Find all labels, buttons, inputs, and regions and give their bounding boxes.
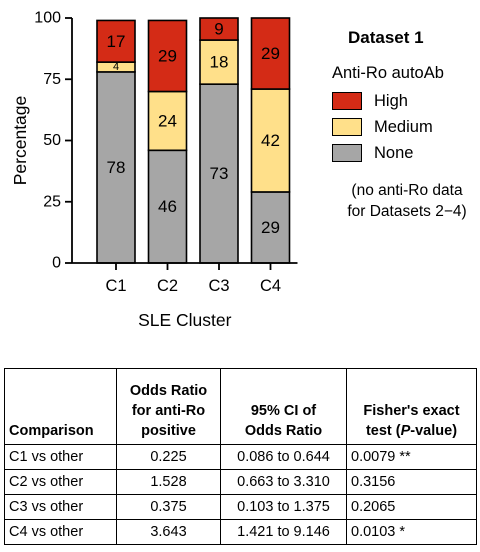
bar-high-c1 — [96, 19, 136, 63]
data-label: 78 — [107, 158, 126, 177]
data-label: 18 — [210, 53, 229, 72]
cell-p-value: 0.3156 — [346, 469, 477, 495]
cell-p-value: 0.0103 * — [346, 519, 477, 545]
y-axis-label: Percentage — [10, 96, 30, 186]
bar-medium-c2 — [147, 90, 188, 152]
legend-label-medium: Medium — [374, 117, 433, 136]
bar-none-c1 — [96, 71, 136, 264]
data-label: 46 — [158, 197, 177, 216]
data-label: 9 — [214, 20, 223, 39]
legend-title: Anti-Ro autoAb — [332, 64, 444, 82]
data-label: 73 — [210, 164, 229, 183]
cell-p-value: 0.0079 ** — [346, 444, 477, 470]
x-tick-label: C4 — [260, 277, 281, 295]
data-label: 24 — [158, 111, 177, 130]
cell-p-value: 0.2065 — [346, 494, 477, 520]
y-tick-label: 75 — [43, 71, 61, 88]
header-ci: 95% CI of Odds Ratio — [220, 368, 347, 445]
bar-medium-c3 — [199, 39, 239, 85]
table-row: C1 vs other 0.225 0.086 to 0.644 0.0079 … — [4, 444, 477, 470]
header-fisher: Fisher's exact test (P-value) — [346, 368, 477, 445]
legend-label-high: High — [374, 91, 408, 110]
table-row: C3 vs other 0.375 0.103 to 1.375 0.2065 — [4, 494, 477, 520]
x-tick-label: C1 — [105, 277, 126, 295]
data-label: 29 — [261, 218, 280, 237]
x-tick-label: C2 — [157, 277, 178, 295]
cell-ci: 0.103 to 1.375 — [220, 494, 347, 520]
data-label: 29 — [261, 44, 280, 63]
bar-medium-c4 — [250, 88, 291, 193]
header-comparison: Comparison — [4, 368, 117, 445]
bar-high-c2 — [147, 19, 188, 93]
legend-swatch-medium — [332, 118, 362, 136]
cell-comparison: C2 vs other — [4, 469, 117, 495]
data-label: 42 — [261, 131, 280, 150]
header-odds-ratio: Odds Ratio for anti-Ro positive — [116, 368, 221, 445]
legend-item-medium: Medium — [332, 116, 433, 138]
data-label: 4 — [113, 61, 119, 73]
table-header-row: Comparison Odds Ratio for anti-Ro positive… — [4, 368, 477, 445]
y-tick-label: 50 — [43, 132, 61, 149]
chart-note: (no anti-Ro data for Datasets 2−4) — [347, 182, 467, 220]
y-tick-label: 0 — [52, 255, 61, 272]
cell-ci: 1.421 to 9.146 — [220, 519, 347, 545]
legend-item-high: High — [332, 90, 408, 112]
bar-high-c3 — [199, 17, 239, 41]
legend-item-none: None — [332, 142, 413, 164]
x-tick-label: C3 — [208, 277, 229, 295]
table-row: C4 vs other 3.643 1.421 to 9.146 0.0103 … — [4, 519, 477, 545]
bar-high-c4 — [250, 17, 291, 90]
odds-ratio-table: Comparison Odds Ratio for anti-Ro positive… — [4, 368, 477, 545]
cell-odds-ratio: 0.225 — [116, 444, 221, 470]
bar-none-c2 — [147, 149, 188, 264]
y-tick-label: 25 — [43, 193, 61, 210]
cell-comparison: C3 vs other — [4, 494, 117, 520]
cell-ci: 0.663 to 3.310 — [220, 469, 347, 495]
x-axis-label: SLE Cluster — [138, 310, 232, 330]
data-label: 29 — [158, 46, 177, 65]
legend-swatch-none — [332, 144, 362, 162]
bar-none-c4 — [250, 191, 291, 264]
cell-ci: 0.086 to 0.644 — [220, 444, 347, 470]
bar-none-c3 — [199, 83, 239, 264]
cell-comparison: C1 vs other — [4, 444, 117, 470]
cell-comparison: C4 vs other — [4, 519, 117, 545]
table-row: C2 vs other 1.528 0.663 to 3.310 0.3156 — [4, 469, 477, 495]
stacked-bar-chart: 78 4 17 46 24 29 73 18 9 29 42 29 0 25 50 75 100 C1 C2 C3 C4… — [10, 10, 298, 330]
data-label: 17 — [107, 32, 126, 51]
cell-odds-ratio: 1.528 — [116, 469, 221, 495]
legend-label-none: None — [374, 143, 414, 162]
cell-odds-ratio: 3.643 — [116, 519, 221, 545]
legend-swatch-high — [332, 92, 362, 110]
cell-odds-ratio: 0.375 — [116, 494, 221, 520]
y-tick-label: 100 — [34, 10, 61, 27]
chart-title: Dataset 1 — [348, 28, 424, 47]
